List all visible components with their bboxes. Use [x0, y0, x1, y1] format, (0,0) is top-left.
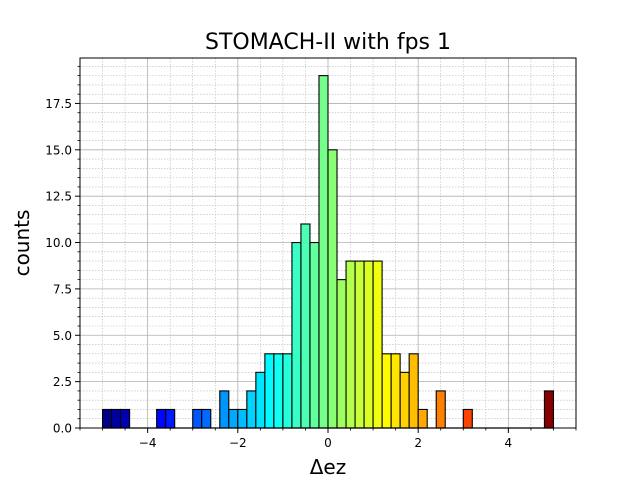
x-tick-label: −2 [229, 436, 247, 450]
y-tick-label: 10.0 [45, 236, 72, 250]
histogram-bar [372, 260, 383, 429]
histogram-bar [219, 390, 230, 429]
histogram-bar [408, 353, 419, 429]
histogram-bar [246, 390, 257, 429]
y-tick-label: 7.5 [53, 282, 72, 296]
histogram-bar [165, 408, 176, 429]
y-tick-label: 2.5 [53, 375, 72, 389]
histogram-bar [201, 408, 212, 429]
y-tick-label: 5.0 [53, 329, 72, 343]
histogram-bar [435, 390, 446, 429]
y-axis-label: counts [10, 210, 34, 277]
histogram-bar [291, 241, 302, 429]
histogram-bar [399, 371, 410, 429]
x-tick-label: 2 [414, 436, 422, 450]
histogram-bar [417, 408, 428, 429]
histogram-bar [462, 408, 473, 429]
histogram-bar [327, 149, 338, 429]
histogram-bar [228, 408, 239, 429]
x-axis-label: Δez [310, 455, 346, 479]
histogram-bar [273, 353, 284, 429]
histogram-bar [363, 260, 374, 429]
histogram-bar [300, 223, 311, 429]
y-tick-label: 12.5 [45, 190, 72, 204]
x-tick-label: 0 [324, 436, 332, 450]
y-tick-label: 17.5 [45, 97, 72, 111]
x-tick-label: 4 [505, 436, 513, 450]
histogram-bar [309, 241, 320, 429]
histogram-bar [336, 279, 347, 429]
histogram-bar [264, 353, 275, 429]
histogram-bar [390, 353, 401, 429]
chart-title: STOMACH-II with fps 1 [205, 30, 451, 55]
histogram-bar [255, 371, 266, 429]
histogram-bar [381, 353, 392, 429]
histogram-bar [156, 408, 167, 429]
x-tick-label: −4 [139, 436, 157, 450]
histogram-bar [282, 353, 293, 429]
histogram-bar [192, 408, 203, 429]
axis-ticks: −4 −2 0 2 4 0.0 2.5 5.0 7.5 10.0 12.5 15.0 17.5 [45, 65, 577, 450]
histogram-bar [237, 408, 248, 429]
histogram-bar [111, 408, 122, 429]
y-tick-label: 0.0 [53, 422, 72, 436]
histogram-bar [543, 390, 555, 429]
histogram-bar [345, 260, 356, 429]
histogram-bar [120, 408, 131, 429]
histogram-bar [354, 260, 365, 429]
histogram-bar [318, 75, 329, 429]
histogram-bar [101, 408, 113, 429]
y-tick-label: 15.0 [45, 143, 72, 157]
